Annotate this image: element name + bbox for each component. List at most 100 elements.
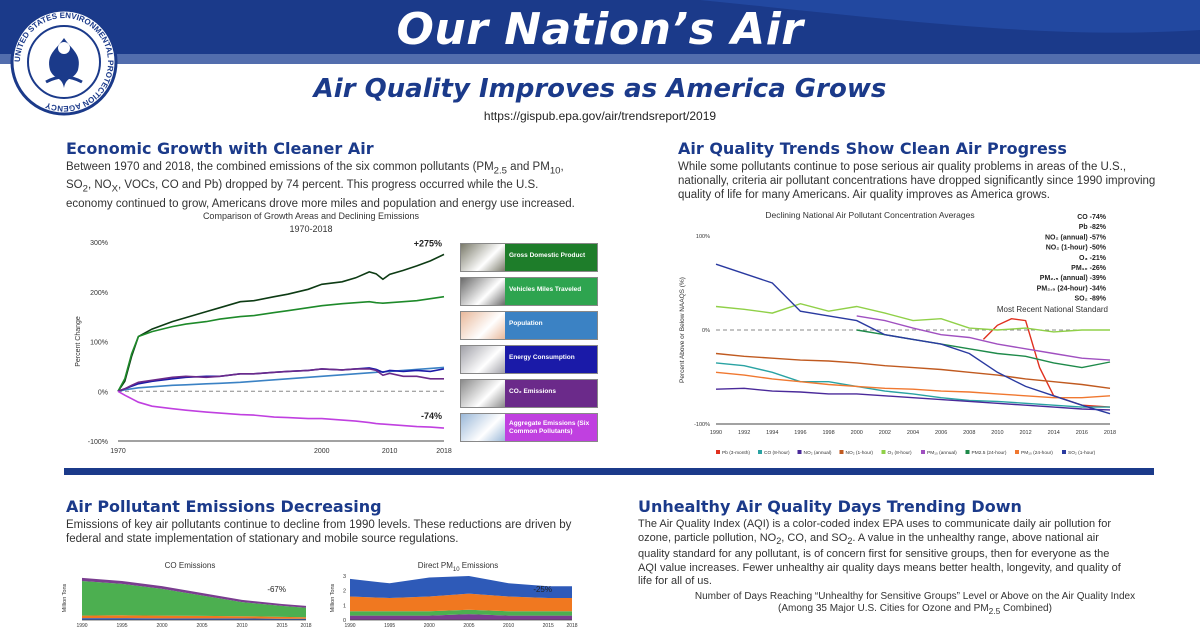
growth-chart: Comparison of Growth Areas and Declining…: [75, 211, 452, 455]
area-xtick-label: 2000: [424, 623, 435, 629]
area-xtick-label: 2015: [276, 623, 287, 629]
area-xtick-label: 2010: [236, 623, 247, 629]
emissions-section-text: Emissions of key air pollutants continue…: [66, 519, 572, 545]
conc-xtick-label: 1990: [710, 430, 722, 436]
growth-series-line: [117, 295, 445, 392]
growth-ytick-label: -100%: [88, 439, 108, 446]
growth-xtick-label: 2000: [314, 448, 330, 455]
growth-legend-item: Aggregate Emissions (Six Common Pollutan…: [460, 413, 598, 442]
conc-legend-swatch: [921, 450, 925, 454]
area-xtick-label: 2005: [196, 623, 207, 629]
concentration-chart: Declining National Air Pollutant Concent…: [679, 210, 1116, 456]
area-layer: [350, 614, 572, 620]
epa-seal-icon[interactable]: UNITED STATES ENVIRONMENTAL PROTECTION A…: [10, 8, 118, 116]
legend-label: Energy Consumption: [509, 354, 575, 361]
conc-legend-swatch: [1015, 450, 1019, 454]
conc-legend-swatch: [797, 450, 802, 454]
area-xtick-label: 2018: [566, 623, 577, 629]
conc-legend-swatch: [1062, 450, 1066, 454]
legend-photo: [461, 278, 505, 305]
growth-ytick-label: 0%: [98, 389, 108, 396]
growth-xtick-label: 2018: [436, 448, 452, 455]
area-xtick-label: 2018: [300, 623, 311, 629]
area-layer: [82, 615, 306, 619]
area-ytick-label: 1: [343, 603, 346, 609]
conc-xtick-label: 2010: [991, 430, 1003, 436]
conc-xtick-label: 2014: [1048, 430, 1060, 436]
conc-legend-label: NO₂ (annual): [804, 450, 832, 456]
page-title: Our Nation’s Air: [396, 4, 804, 55]
area-annotation: -67%: [267, 585, 286, 594]
conc-xtick-label: 2008: [963, 430, 975, 436]
growth-ytick-label: 100%: [90, 340, 108, 347]
growth-chart-subtitle: 1970-2018: [289, 224, 332, 234]
conc-ytick-label: 100%: [696, 234, 710, 240]
area-ytick-label: 0: [343, 618, 346, 624]
area-chart-ylabel: Million Tons: [330, 583, 336, 612]
area-xtick-label: 1995: [116, 623, 127, 629]
conc-xtick-label: 2006: [935, 430, 947, 436]
growth-legend-item: CO₂ Emissions: [460, 379, 598, 408]
growth-ytick-label: 200%: [90, 290, 108, 297]
conc-annotation: NO₂ (annual) -57%: [1045, 234, 1107, 241]
conc-annotation: Pb -82%: [1079, 224, 1107, 231]
conc-legend-swatch: [758, 450, 762, 454]
pm10-emissions-chart: Direct PM10 Emissions Million Tons 0 1 2 3 199…: [330, 561, 578, 629]
legend-label: Population: [509, 320, 543, 327]
area-xtick-label: 1990: [344, 623, 355, 629]
growth-xtick-label: 2010: [382, 448, 398, 455]
conc-chart-ylabel: Percent Above or Below NAAQS (%): [679, 277, 686, 383]
legend-photo: [461, 312, 505, 339]
report-url[interactable]: https://gispub.epa.gov/air/trendsreport/…: [483, 109, 717, 123]
growth-legend-item: Vehicles Miles Traveled: [460, 277, 598, 306]
area-xtick-label: 2005: [463, 623, 474, 629]
growth-ytick-label: 300%: [90, 240, 108, 247]
conc-xtick-label: 1994: [766, 430, 778, 436]
trends-section-text: While some pollutants continue to pose s…: [678, 161, 1156, 201]
header-banner: Our Nation’s Air: [0, 0, 1200, 64]
area-layer: [350, 593, 572, 612]
conc-chart-title: Declining National Air Pollutant Concent…: [765, 210, 974, 220]
co-emissions-chart: CO Emissions Million Tons 1990 1995 2000 2005…: [62, 561, 312, 629]
aqi-section-text: The Air Quality Index (AQI) is a color-c…: [638, 518, 1121, 588]
area-chart-ylabel: Million Tons: [62, 583, 68, 612]
conc-legend-swatch: [965, 450, 970, 454]
banner-swoosh: [0, 0, 1200, 64]
conc-legend-label: Pb (3-month): [722, 450, 750, 456]
conc-ytick-label: 0%: [702, 328, 710, 334]
growth-chart-ylabel: Percent Change: [75, 316, 82, 367]
area-layer: [350, 609, 572, 616]
conc-legend-label: CO (8-hour): [764, 450, 790, 456]
growth-series-line: [117, 366, 445, 393]
conc-annotation: PM₂.₅ (annual) -39%: [1040, 275, 1107, 282]
conc-series-line: [715, 362, 1110, 408]
legend-label: CO₂ Emissions: [509, 388, 556, 395]
legend-photo: [461, 346, 505, 373]
conc-annotation: PM₁₀ -26%: [1071, 265, 1107, 272]
growth-section-text: Between 1970 and 2018, the combined emis…: [66, 161, 575, 210]
conc-legend-label: SO₂ (1-hour): [1068, 450, 1096, 456]
conc-xtick-label: 2000: [851, 430, 863, 436]
legend-photo: [461, 414, 505, 441]
conc-series-line: [715, 352, 1111, 389]
legend-label: Aggregate Emissions (Six Common Pollutan…: [509, 420, 590, 435]
area-ytick-label: 2: [343, 589, 346, 595]
area-xtick-label: 1995: [384, 623, 395, 629]
area-ytick-label: 3: [343, 574, 346, 580]
area-xtick-label: 2015: [543, 623, 554, 629]
area-layer: [82, 581, 306, 618]
aqi-chart-title: Number of Days Reaching “Unhealthy for S…: [694, 591, 1136, 616]
conc-xtick-label: 2018: [1104, 430, 1116, 436]
conc-xtick-label: 1996: [794, 430, 806, 436]
conc-xtick-label: 1992: [738, 430, 750, 436]
growth-xtick-label: 1970: [110, 448, 126, 455]
area-xtick-label: 2010: [503, 623, 514, 629]
conc-xtick-label: 2002: [879, 430, 891, 436]
conc-xtick-label: 2012: [1019, 430, 1031, 436]
legend-photo: [461, 380, 505, 407]
legend-photo: [461, 244, 505, 271]
conc-series-line: [715, 387, 1111, 411]
conc-annotation: PM₂.₅ (24-hour) -34%: [1037, 285, 1107, 292]
conc-legend-swatch: [881, 450, 886, 454]
legend-label: Vehicles Miles Traveled: [509, 286, 582, 293]
